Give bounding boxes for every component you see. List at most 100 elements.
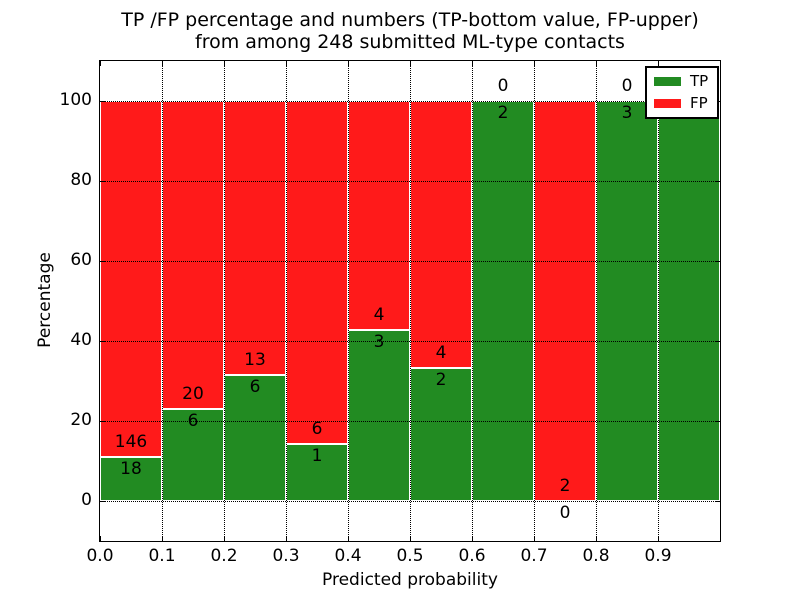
legend-item-fp: FP [654,96,710,111]
x-tick-mark [534,536,535,541]
legend-swatch-tp-icon [654,77,681,86]
tp-bar-segment [348,329,410,501]
fp-bar-segment [162,101,224,409]
x-gridline [472,61,473,541]
tp-bar-segment [162,408,224,501]
fp-count-label: 4 [373,304,385,325]
x-gridline [596,61,597,541]
x-gridline [224,61,225,541]
x-tick-mark [658,61,659,66]
x-tick-label: 0.0 [86,546,114,566]
x-axis-label: Predicted probability [322,570,498,590]
x-tick-label: 0.3 [272,546,300,566]
y-tick-mark [100,341,105,342]
y-tick-mark [715,261,720,262]
y-tick-label: 100 [59,90,92,110]
y-gridline [100,421,720,422]
chart-title-line2: from among 248 submitted ML-type contact… [195,31,625,53]
x-tick-label: 0.4 [334,546,362,566]
fp-bar-segment [224,101,286,375]
tp-count-label: 6 [249,376,261,397]
x-tick-mark [596,536,597,541]
fp-count-label: 0 [497,76,509,96]
y-tick-mark [100,261,105,262]
y-tick-label: 0 [81,490,92,510]
tp-count-label: 0 [559,503,571,523]
x-tick-mark [100,536,101,541]
fp-count-label: 146 [114,432,148,453]
x-tick-mark [410,61,411,66]
x-tick-mark [472,536,473,541]
legend-swatch-fp-icon [654,99,681,108]
x-tick-label: 0.5 [396,546,424,566]
x-gridline [348,61,349,541]
y-gridline [100,261,720,262]
x-tick-mark [286,61,287,66]
y-tick-label: 60 [70,250,92,270]
tp-bar-segment [472,101,534,501]
x-tick-label: 0.8 [582,546,610,566]
fp-bar-segment [348,101,410,330]
y-tick-mark [715,421,720,422]
legend-label-fp: FP [690,94,708,112]
x-tick-mark [348,536,349,541]
y-gridline [100,101,720,102]
y-tick-label: 40 [70,330,92,350]
x-tick-label: 0.6 [458,546,486,566]
x-gridline [162,61,163,541]
x-tick-mark [224,61,225,66]
x-gridline [534,61,535,541]
y-gridline [100,501,720,502]
y-tick-mark [100,421,105,422]
chart-title: TP /FP percentage and numbers (TP-bottom… [100,9,720,53]
fp-bar-segment [534,101,596,501]
x-tick-mark [224,536,225,541]
x-tick-label: 0.1 [148,546,176,566]
chart-title-line1: TP /FP percentage and numbers (TP-bottom… [121,9,699,31]
tp-count-label: 18 [120,459,142,480]
tp-count-label: 3 [373,331,385,352]
legend: TP FP [645,66,719,119]
tp-bar-segment [100,457,162,501]
plot-area: 14618206136614342022003012 [99,60,721,542]
y-gridline [100,181,720,182]
tp-count-label: 2 [435,369,447,390]
y-tick-mark [100,181,105,182]
x-tick-mark [162,61,163,66]
y-tick-mark [715,181,720,182]
x-tick-mark [534,61,535,66]
x-tick-mark [100,61,101,66]
x-tick-mark [162,536,163,541]
x-gridline [658,61,659,541]
y-tick-mark [100,501,105,502]
x-tick-mark [286,536,287,541]
x-gridline [410,61,411,541]
fp-count-label: 4 [435,342,447,363]
tp-bar-segment [596,101,658,501]
x-tick-mark [410,536,411,541]
tp-count-label: 3 [621,103,633,123]
y-tick-mark [100,101,105,102]
y-tick-mark [715,501,720,502]
x-gridline [286,61,287,541]
x-tick-label: 0.9 [644,546,672,566]
y-gridline [100,341,720,342]
y-tick-label: 20 [70,410,92,430]
tp-bar-segment [286,443,348,501]
legend-item-tp: TP [654,74,710,89]
fp-count-label: 13 [244,349,266,370]
x-tick-mark [596,61,597,66]
x-tick-mark [658,536,659,541]
tp-bar-segment [658,101,720,501]
fp-bar-segment [410,101,472,368]
y-tick-label: 80 [70,170,92,190]
fp-count-label: 0 [621,76,633,96]
x-tick-mark [348,61,349,66]
tp-count-label: 1 [311,445,323,466]
fp-bar-segment [100,101,162,458]
x-tick-mark [472,61,473,66]
legend-label-tp: TP [690,72,709,90]
x-tick-label: 0.7 [520,546,548,566]
fp-count-label: 20 [182,383,204,404]
